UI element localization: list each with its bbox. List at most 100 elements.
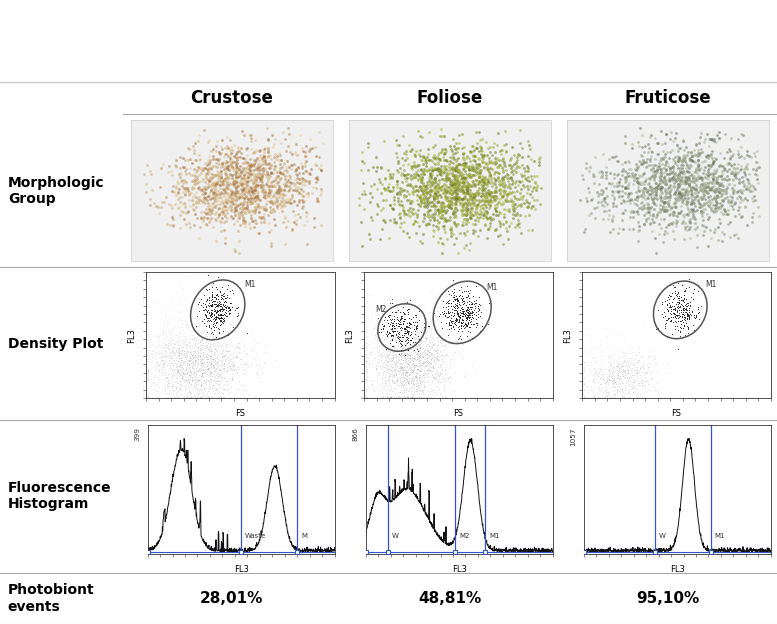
Point: [169, 322, 182, 332]
Point: [442, 373, 455, 383]
Point: [183, 359, 195, 369]
Point: [214, 341, 227, 351]
Point: [197, 360, 210, 370]
Point: [674, 155, 686, 165]
Point: [430, 193, 442, 203]
Point: [498, 157, 510, 167]
Point: [427, 191, 439, 201]
Point: [417, 346, 430, 356]
Point: [470, 188, 483, 198]
Point: [436, 174, 448, 184]
Point: [149, 392, 162, 402]
Point: [716, 165, 728, 175]
Point: [214, 320, 227, 330]
Point: [286, 160, 298, 170]
Point: [433, 182, 445, 192]
Point: [395, 339, 407, 349]
Point: [486, 192, 499, 202]
Point: [224, 319, 236, 329]
Point: [398, 329, 410, 339]
Point: [174, 353, 186, 363]
Point: [417, 167, 430, 177]
Point: [204, 157, 216, 167]
Point: [196, 368, 208, 378]
Point: [227, 361, 239, 371]
Point: [615, 215, 628, 225]
Point: [393, 324, 406, 334]
Point: [416, 376, 428, 386]
Point: [478, 199, 490, 209]
Point: [693, 308, 706, 318]
Point: [455, 306, 468, 316]
Point: [217, 318, 229, 328]
Point: [750, 165, 762, 175]
Point: [366, 374, 378, 384]
Point: [466, 162, 479, 172]
Point: [661, 220, 674, 230]
Point: [395, 314, 407, 324]
Point: [217, 291, 229, 301]
Point: [386, 335, 399, 345]
Point: [393, 387, 406, 397]
Point: [201, 313, 214, 323]
Point: [149, 391, 162, 401]
Point: [231, 192, 243, 202]
Point: [405, 351, 417, 361]
Point: [718, 174, 730, 184]
Point: [377, 350, 389, 360]
Point: [206, 346, 218, 356]
Point: [411, 364, 423, 374]
Point: [213, 310, 225, 320]
Point: [415, 175, 427, 185]
Point: [680, 196, 692, 206]
Point: [201, 392, 214, 402]
Point: [210, 321, 222, 331]
Point: [462, 286, 474, 296]
Point: [458, 320, 470, 330]
Point: [397, 346, 409, 356]
Point: [360, 328, 372, 338]
Point: [695, 172, 707, 182]
Point: [200, 388, 213, 398]
Point: [390, 329, 402, 339]
Point: [657, 201, 669, 211]
Point: [145, 168, 158, 178]
Point: [212, 306, 225, 316]
Point: [477, 181, 490, 191]
Point: [204, 315, 217, 325]
Point: [410, 349, 423, 359]
Point: [653, 230, 665, 240]
Point: [452, 295, 465, 305]
Point: [218, 185, 230, 195]
Point: [501, 182, 514, 192]
Point: [417, 392, 430, 402]
Point: [167, 342, 179, 352]
Point: [254, 376, 267, 386]
Point: [163, 339, 176, 349]
Point: [365, 359, 378, 369]
Point: [646, 183, 658, 193]
Point: [411, 170, 423, 180]
Point: [647, 170, 660, 180]
Point: [416, 328, 429, 338]
Point: [620, 173, 632, 183]
Point: [496, 145, 508, 155]
Point: [472, 185, 484, 195]
Point: [292, 163, 305, 173]
Point: [399, 176, 412, 186]
Point: [618, 172, 631, 182]
Point: [399, 339, 412, 349]
Point: [656, 309, 668, 319]
Point: [601, 331, 613, 341]
Point: [704, 183, 716, 193]
Point: [531, 195, 543, 205]
Point: [725, 152, 737, 162]
Point: [710, 166, 723, 176]
Point: [497, 165, 510, 175]
Point: [469, 195, 482, 205]
Point: [399, 354, 411, 364]
Point: [294, 174, 306, 184]
Point: [678, 295, 690, 305]
Point: [212, 361, 225, 371]
Point: [524, 203, 537, 213]
